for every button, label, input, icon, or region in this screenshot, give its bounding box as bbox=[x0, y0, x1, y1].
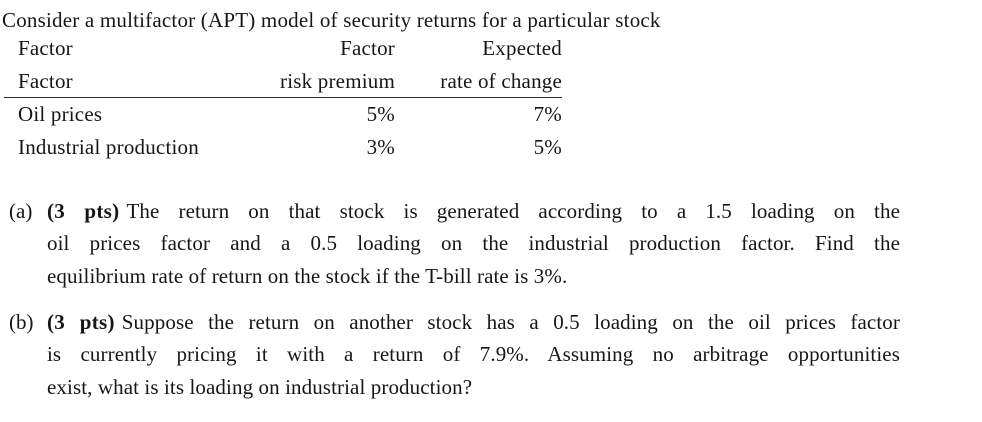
problem-a-line-2: oil prices factor and a 0.5 loading on t… bbox=[47, 231, 900, 256]
risk-premium-value: 3% bbox=[366, 134, 395, 159]
header-expected-line2: rate of change bbox=[395, 64, 562, 98]
problem-a-line-1-text: The return on that stock is generated ac… bbox=[126, 199, 901, 223]
problem-b-points: (3 pts) bbox=[47, 310, 115, 334]
expected-rate-value: 5% bbox=[533, 134, 562, 159]
header-expected-line1: Expected bbox=[482, 36, 562, 60]
problem-b-text: (3 pts) Suppose the return on another sto… bbox=[47, 306, 900, 403]
table-header-row-1: Factor Factor Expected bbox=[4, 32, 562, 65]
problem-a-text: (3 pts) The return on that stock is gener… bbox=[47, 195, 900, 292]
problem-b: (b) (3 pts) Suppose the return on another… bbox=[0, 306, 900, 403]
factor-table: Factor Factor Expected Factor risk premi… bbox=[4, 32, 562, 163]
problem-a-line-3: equilibrium rate of return on the stock … bbox=[47, 263, 568, 288]
intro-line: Consider a multifactor (APT) model of se… bbox=[2, 8, 661, 32]
header-factor-line1: Factor bbox=[18, 36, 73, 60]
problem-b-line-1: (3 pts) Suppose the return on another sto… bbox=[47, 306, 900, 338]
problem-a-marker: (a) bbox=[9, 199, 33, 223]
problem-a-line-1: (3 pts) The return on that stock is gener… bbox=[47, 195, 900, 227]
table-row-industrial-production: Industrial production 3% 5% bbox=[4, 131, 562, 164]
problem-b-line-3: exist, what is its loading on industrial… bbox=[47, 374, 473, 399]
problem-b-marker: (b) bbox=[9, 310, 34, 334]
problem-b-line-2: is currently pricing it with a return of… bbox=[47, 342, 900, 367]
header-risk-premium-line2: risk premium bbox=[204, 64, 395, 98]
problem-b-line-1-text: Suppose the return on another stock has … bbox=[121, 310, 900, 334]
header-factor-line2: Factor bbox=[4, 64, 204, 98]
factor-name: Oil prices bbox=[18, 102, 103, 126]
risk-premium-value: 5% bbox=[366, 102, 395, 126]
expected-rate-value: 7% bbox=[533, 102, 562, 126]
factor-name: Industrial production bbox=[18, 134, 199, 159]
problem-a-points: (3 pts) bbox=[47, 199, 120, 223]
table-row-oil-prices: Oil prices 5% 7% bbox=[4, 98, 562, 131]
table-header-row-2: Factor risk premium rate of change bbox=[4, 64, 562, 98]
problem-a: (a) (3 pts) The return on that stock is g… bbox=[0, 195, 900, 292]
header-risk-premium-line1: Factor bbox=[340, 36, 395, 60]
